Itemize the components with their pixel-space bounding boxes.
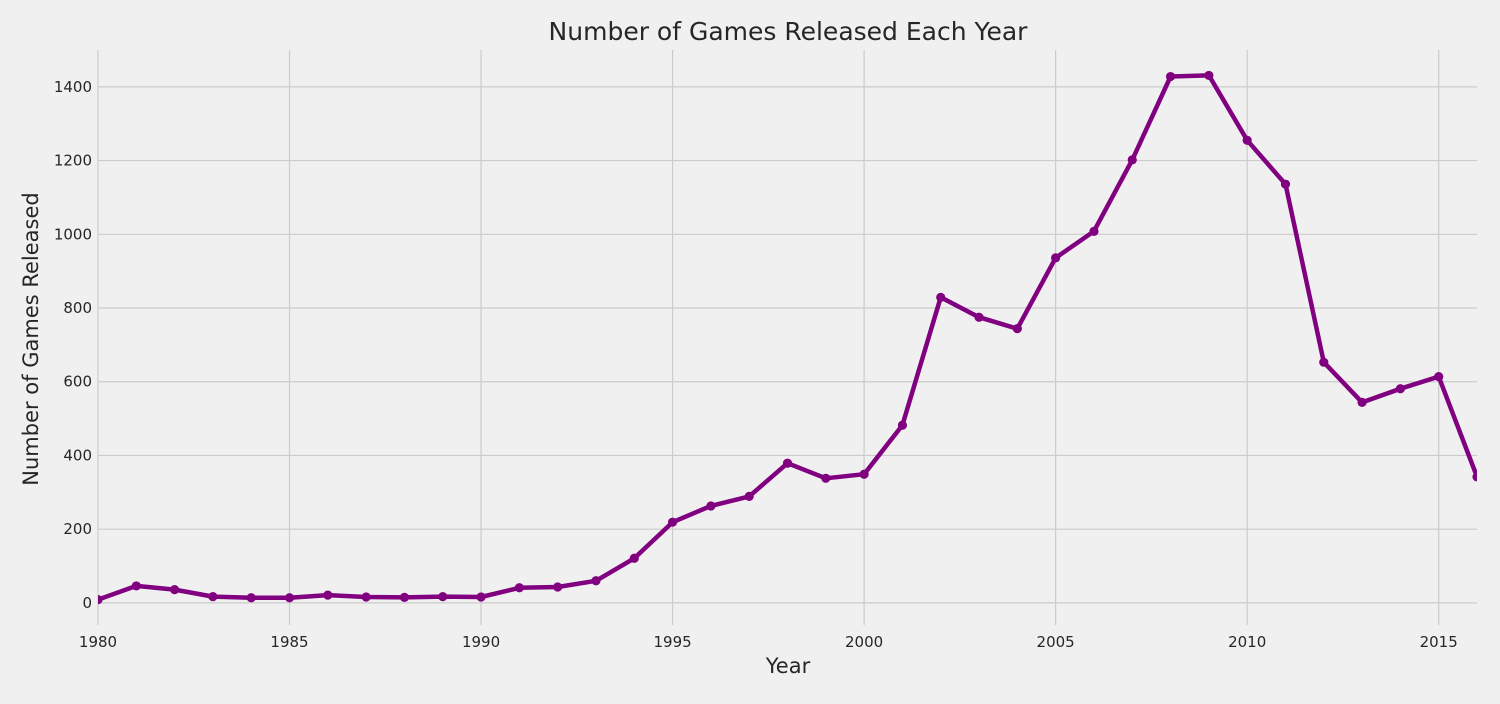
y-tick-label: 0 — [82, 594, 92, 612]
x-tick-label: 2010 — [1228, 633, 1266, 651]
data-point — [323, 590, 333, 600]
data-point — [1012, 324, 1022, 334]
data-point — [131, 581, 141, 591]
x-tick-label: 2015 — [1420, 633, 1458, 651]
y-axis-ticks: 0 200 400 600 800 1000 1200 1400 — [54, 78, 92, 612]
data-point — [1127, 155, 1137, 165]
data-point — [1280, 179, 1291, 189]
chart-title: Number of Games Released Each Year — [549, 17, 1029, 46]
data-point — [1204, 70, 1214, 81]
data-point — [1472, 472, 1477, 482]
y-tick-label: 200 — [63, 520, 92, 538]
y-tick-label: 800 — [63, 299, 92, 317]
data-point — [1051, 253, 1061, 263]
data-point — [936, 292, 946, 302]
data-point — [859, 469, 869, 479]
y-tick-label: 400 — [63, 446, 92, 464]
data-point — [246, 593, 256, 603]
y-tick-label: 1400 — [54, 78, 92, 96]
data-point — [897, 420, 908, 430]
data-point — [1395, 384, 1405, 394]
x-tick-label: 1980 — [79, 633, 117, 651]
data-point — [1089, 226, 1099, 236]
data-point — [98, 594, 103, 605]
data-point — [399, 592, 410, 602]
data-point — [514, 583, 524, 593]
data-point — [284, 593, 295, 603]
data-point — [476, 592, 486, 602]
x-tick-label: 1995 — [653, 633, 691, 651]
x-axis-ticks: 1980 1985 1990 1995 2000 2005 2010 2015 — [79, 633, 1458, 651]
x-axis-title: Year — [765, 654, 811, 678]
data-point — [821, 473, 831, 483]
data-point — [1319, 357, 1329, 367]
data-point — [782, 458, 793, 468]
x-tick-label: 2000 — [845, 633, 883, 651]
data-point — [1242, 135, 1252, 145]
y-tick-label: 1000 — [54, 225, 92, 243]
data-point — [361, 592, 371, 602]
data-point — [553, 582, 563, 592]
data-point — [744, 491, 754, 501]
data-point — [706, 501, 716, 511]
data-point — [208, 592, 218, 602]
data-point — [667, 517, 678, 527]
data-point — [1165, 71, 1176, 82]
data-point — [1357, 397, 1367, 407]
y-tick-label: 1200 — [54, 152, 92, 170]
data-point — [629, 553, 639, 563]
x-tick-label: 2005 — [1037, 633, 1075, 651]
data-point — [591, 576, 601, 586]
x-tick-label: 1990 — [462, 633, 500, 651]
x-tick-label: 1985 — [270, 633, 308, 651]
data-point — [170, 585, 180, 595]
data-point — [1434, 371, 1444, 382]
y-axis-title: Number of Games Released — [19, 192, 43, 485]
y-tick-label: 600 — [63, 373, 92, 391]
series-games-released — [98, 70, 1477, 605]
grid — [97, 50, 1477, 625]
data-point — [438, 592, 448, 602]
data-point — [974, 312, 984, 322]
